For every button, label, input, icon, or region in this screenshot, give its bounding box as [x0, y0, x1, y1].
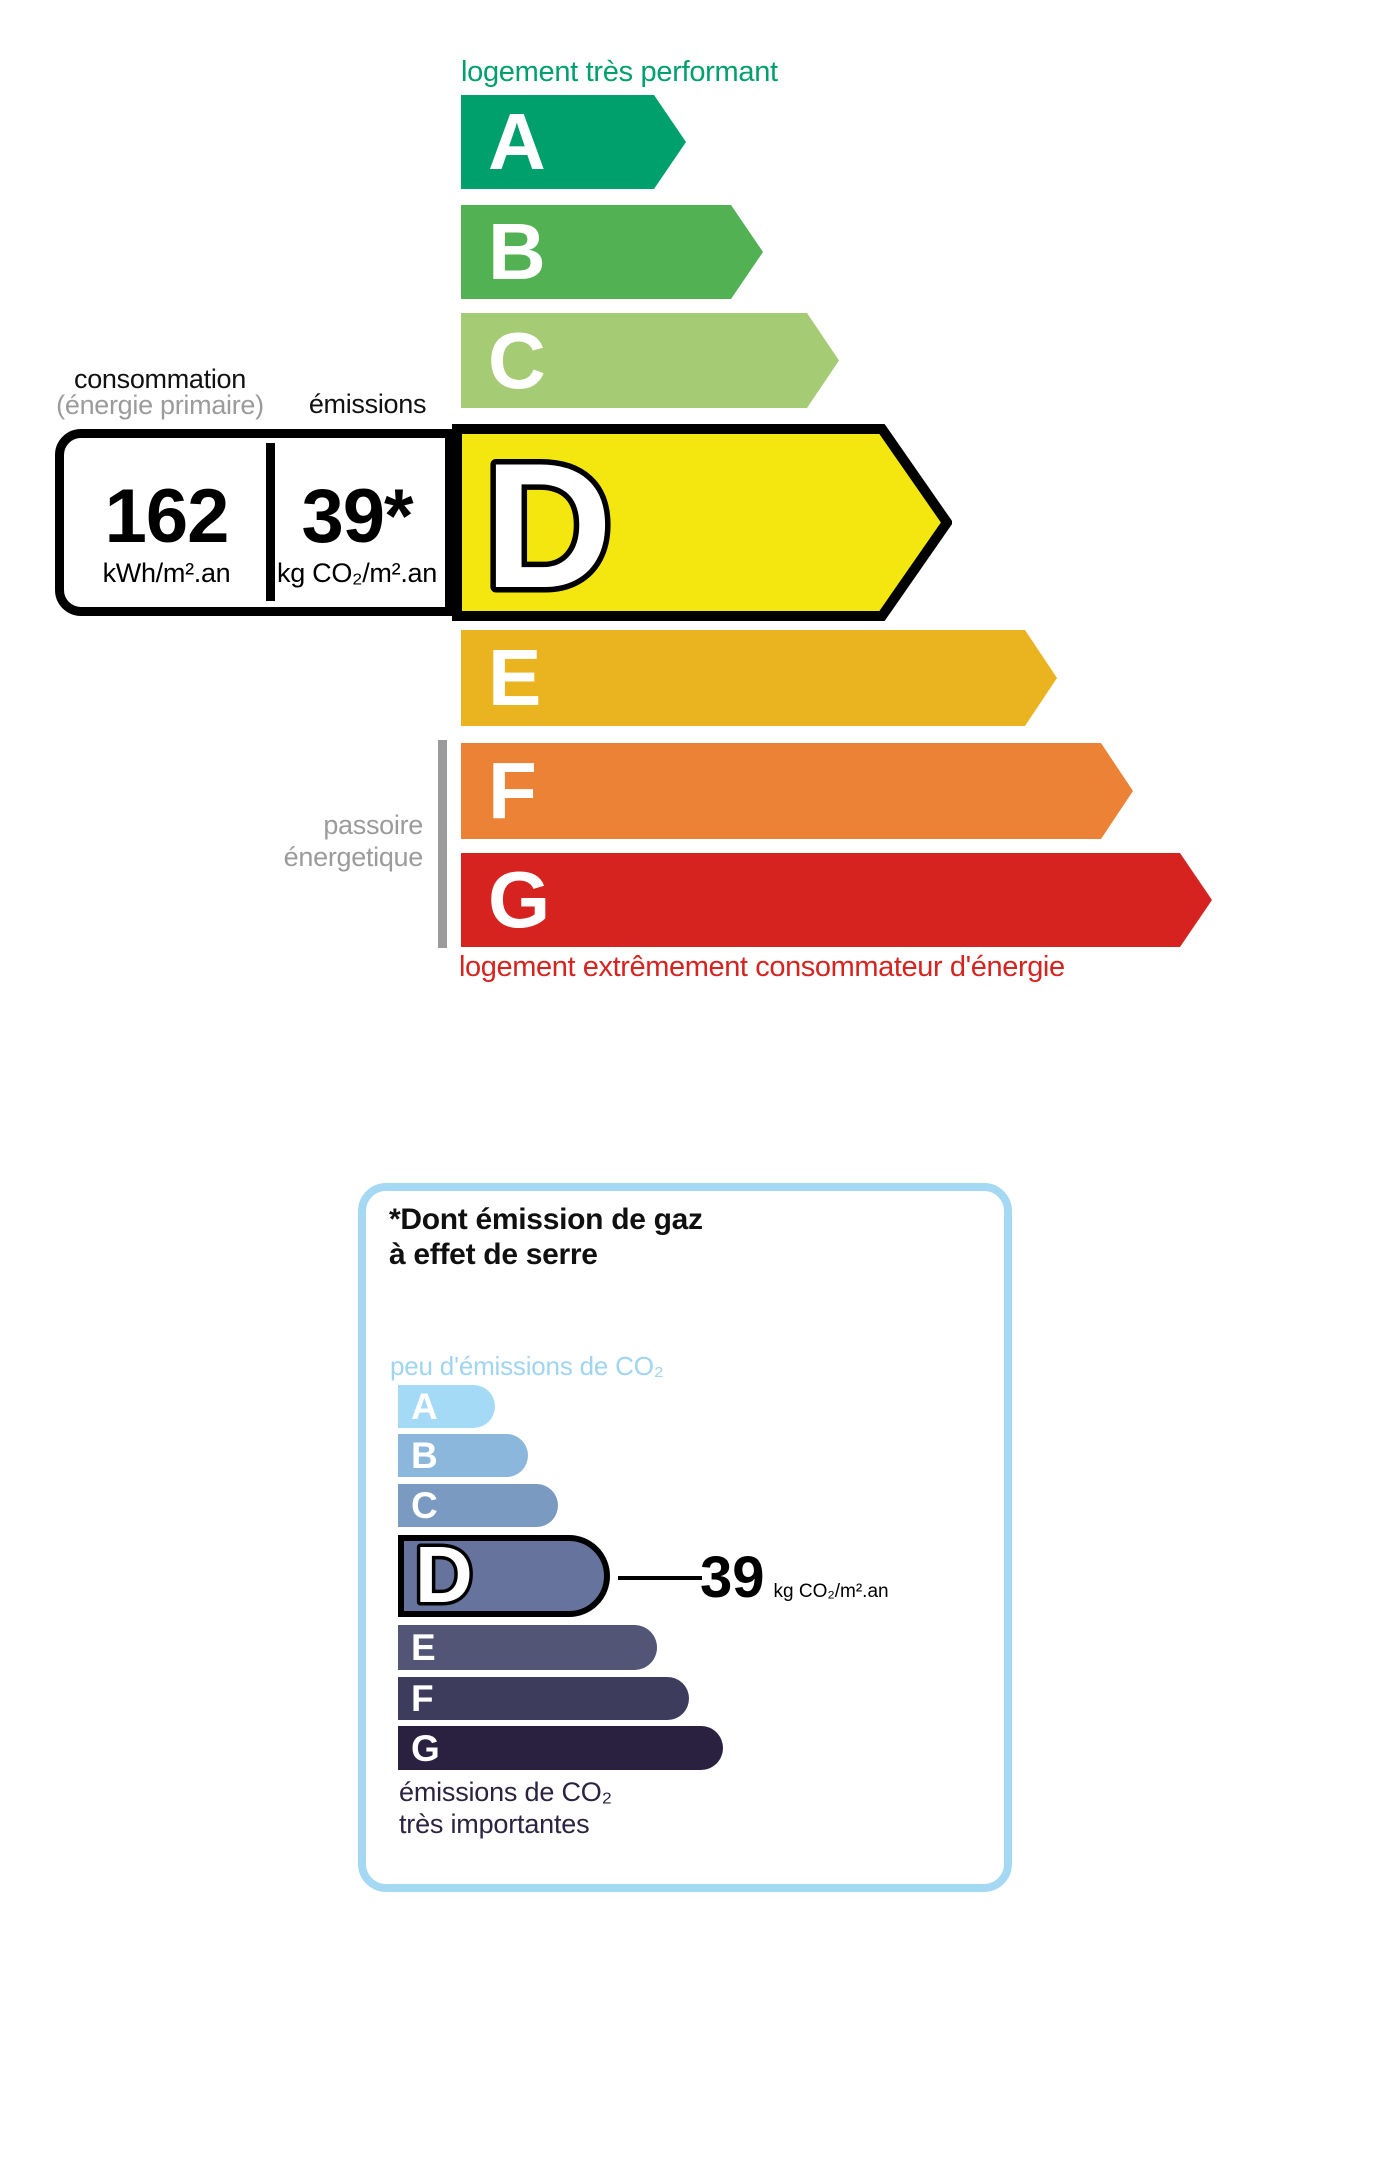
co2-panel-title-line2: à effet de serre	[389, 1237, 598, 1271]
co2-rated-letter: D	[415, 1540, 473, 1612]
co2-bar-c-letter: C	[411, 1485, 438, 1526]
co2-bar-g: G	[398, 1726, 723, 1770]
top-scale-caption: logement très performant	[461, 56, 778, 88]
co2-emissions-panel: *Dont émission de gaz à effet de serre p…	[358, 1183, 1012, 1892]
energy-bar-a-letter: A	[488, 97, 546, 186]
energy-bar-e: E	[461, 630, 1057, 726]
co2-bar-d-rated: D	[398, 1535, 610, 1617]
co2-bar-a: A	[398, 1385, 495, 1428]
energy-bar-g-letter: G	[488, 855, 551, 944]
emissions-label: émissions	[308, 389, 427, 419]
passoire-label-line2: énergetique	[283, 841, 424, 872]
energy-bar-b: B	[461, 205, 763, 299]
energy-unit: kWh/m².an	[102, 557, 231, 588]
co2-bar-a-letter: A	[411, 1386, 438, 1427]
co2-value-column: 39* kg CO₂/m².an	[269, 438, 445, 607]
co2-value: 39*	[301, 473, 413, 559]
co2-high-label-line1: émissions de CO₂	[399, 1777, 612, 1807]
co2-panel-title: *Dont émission de gaz à effet de serre	[389, 1203, 703, 1272]
energy-value-column: 162 kWh/m².an	[64, 438, 269, 607]
co2-bar-e: E	[398, 1625, 657, 1670]
energy-bar-g: G	[461, 853, 1212, 947]
co2-unit: kg CO₂/m².an	[277, 557, 437, 588]
energy-bar-f: F	[461, 743, 1133, 839]
energy-bar-f-letter: F	[488, 746, 537, 835]
energy-bar-c: C	[461, 313, 839, 408]
co2-bar-g-letter: G	[411, 1727, 440, 1769]
co2-bar-e-letter: E	[411, 1627, 436, 1668]
rated-class-arrow: D	[452, 424, 952, 621]
passoire-bracket-bar	[438, 740, 447, 948]
co2-bar-c: C	[398, 1484, 558, 1527]
co2-callout: 39 kg CO₂/m².an	[700, 1549, 889, 1607]
co2-low-label: peu d'émissions de CO₂	[390, 1351, 664, 1381]
rating-box-divider	[266, 443, 275, 601]
co2-bar-b-letter: B	[411, 1435, 438, 1476]
primary-energy-sublabel: (énergie primaire)	[56, 390, 264, 420]
consumption-label: consommation	[74, 364, 246, 394]
co2-callout-value: 39	[700, 1545, 765, 1610]
co2-high-label-line2: très importantes	[399, 1808, 590, 1839]
co2-bar-f-letter: F	[411, 1678, 434, 1719]
co2-callout-unit: kg CO₂/m².an	[773, 1581, 889, 1602]
passoire-label: passoire énergetique	[250, 810, 424, 874]
co2-panel-title-line1: *Dont émission de gaz	[389, 1203, 703, 1236]
passoire-label-line1: passoire	[323, 810, 423, 840]
co2-bar-b: B	[398, 1434, 528, 1477]
energy-value: 162	[104, 473, 230, 559]
rated-class-arrow-shape	[452, 424, 952, 621]
bottom-scale-caption: logement extrêmement consommateur d'éner…	[459, 951, 1065, 983]
rated-class-letter: D	[484, 426, 613, 621]
rating-values-box: 162 kWh/m².an 39* kg CO₂/m².an	[55, 429, 454, 616]
co2-rated-letter-svg: D	[412, 1540, 476, 1612]
energy-bar-e-letter: E	[488, 633, 542, 722]
energy-bar-a: A	[461, 95, 686, 189]
energy-bar-b-letter: B	[488, 207, 546, 296]
co2-callout-line	[618, 1576, 702, 1580]
co2-bar-f: F	[398, 1677, 689, 1720]
co2-high-label: émissions de CO₂ très importantes	[399, 1777, 612, 1841]
energy-bar-c-letter: C	[488, 315, 546, 405]
